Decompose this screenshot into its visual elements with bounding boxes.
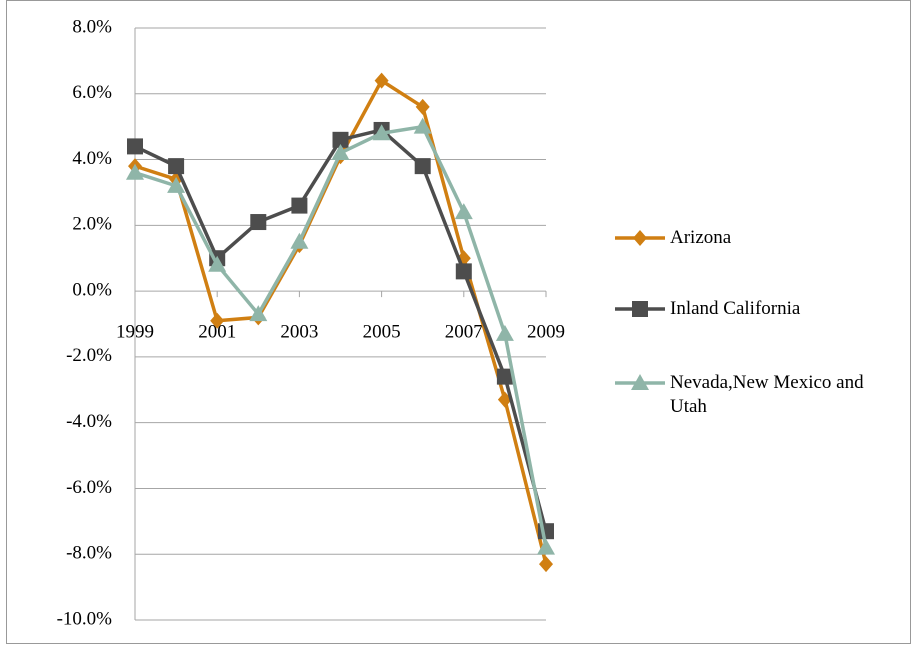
legend-marker bbox=[631, 374, 649, 390]
y-tick-label: 2.0% bbox=[72, 214, 112, 235]
marker bbox=[372, 124, 391, 141]
y-tick-label: 0.0% bbox=[72, 279, 112, 300]
y-tick-label: -2.0% bbox=[66, 345, 112, 366]
legend-marker bbox=[632, 301, 648, 317]
marker bbox=[210, 312, 225, 329]
marker bbox=[539, 556, 553, 573]
marker bbox=[332, 131, 349, 148]
marker bbox=[455, 263, 472, 280]
frame bbox=[6, 0, 911, 644]
y-tick-label: 4.0% bbox=[72, 148, 112, 169]
marker bbox=[495, 324, 514, 341]
x-tick-label: 2009 bbox=[527, 321, 565, 342]
x-tick-label: 2003 bbox=[280, 321, 318, 342]
legend-label: Inland California bbox=[670, 298, 801, 319]
y-tick-label: 8.0% bbox=[72, 16, 112, 37]
marker bbox=[454, 203, 473, 220]
legend-marker bbox=[633, 230, 647, 246]
marker bbox=[374, 72, 389, 89]
marker bbox=[250, 214, 267, 231]
y-tick-label: 6.0% bbox=[72, 82, 112, 103]
marker bbox=[167, 176, 186, 193]
marker bbox=[413, 117, 432, 134]
x-tick-label: 2007 bbox=[445, 321, 483, 342]
x-tick-label: 2005 bbox=[363, 321, 401, 342]
y-tick-label: -6.0% bbox=[66, 477, 112, 498]
marker bbox=[127, 138, 143, 155]
y-tick-label: -10.0% bbox=[57, 608, 113, 629]
marker bbox=[415, 98, 430, 115]
x-tick-label: 1999 bbox=[116, 321, 154, 342]
legend-label: Nevada,New Mexico and Utah bbox=[670, 372, 864, 417]
y-tick-label: -8.0% bbox=[66, 543, 112, 564]
series-line bbox=[134, 124, 548, 548]
marker bbox=[249, 305, 268, 322]
marker bbox=[168, 158, 185, 175]
marker bbox=[290, 232, 309, 249]
legend-label: Arizona bbox=[670, 227, 732, 248]
marker bbox=[537, 538, 555, 555]
marker bbox=[331, 143, 350, 160]
x-tick-label: 2001 bbox=[198, 321, 236, 342]
marker bbox=[208, 255, 227, 272]
marker bbox=[414, 158, 431, 175]
marker bbox=[291, 197, 308, 214]
marker bbox=[496, 368, 513, 385]
marker bbox=[126, 163, 144, 180]
y-tick-label: -4.0% bbox=[66, 411, 112, 432]
